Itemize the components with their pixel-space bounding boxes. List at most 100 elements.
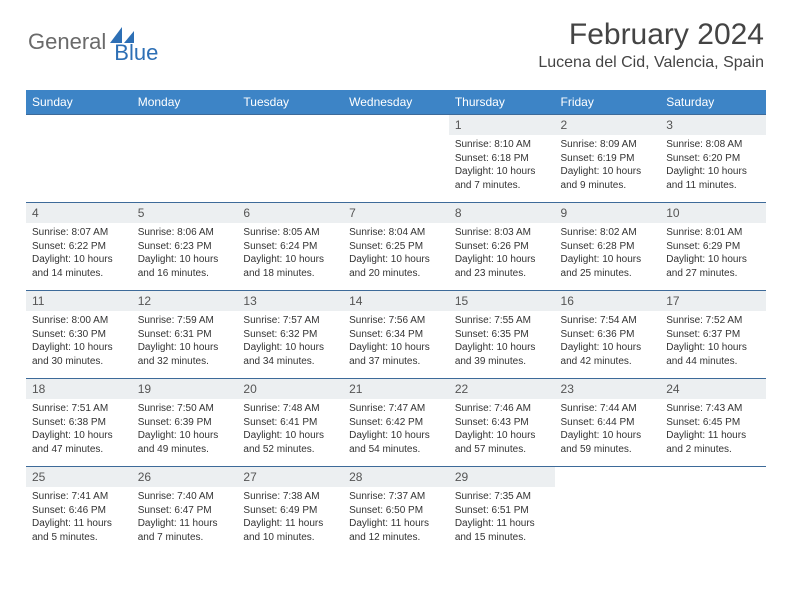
calendar-cell bbox=[555, 467, 661, 555]
day-number: 15 bbox=[449, 291, 555, 311]
day-details: Sunrise: 7:47 AMSunset: 6:42 PMDaylight:… bbox=[343, 399, 449, 460]
calendar-cell: 29Sunrise: 7:35 AMSunset: 6:51 PMDayligh… bbox=[449, 467, 555, 555]
day-number: 29 bbox=[449, 467, 555, 487]
sunset-line: Sunset: 6:35 PM bbox=[455, 328, 549, 342]
daylight-line: Daylight: 10 hours and 47 minutes. bbox=[32, 429, 126, 456]
day-details: Sunrise: 7:59 AMSunset: 6:31 PMDaylight:… bbox=[132, 311, 238, 372]
daylight-line: Daylight: 10 hours and 9 minutes. bbox=[561, 165, 655, 192]
day-details: Sunrise: 8:06 AMSunset: 6:23 PMDaylight:… bbox=[132, 223, 238, 284]
calendar-week-row: 4Sunrise: 8:07 AMSunset: 6:22 PMDaylight… bbox=[26, 203, 766, 291]
day-number: 6 bbox=[237, 203, 343, 223]
day-details: Sunrise: 8:04 AMSunset: 6:25 PMDaylight:… bbox=[343, 223, 449, 284]
sunset-line: Sunset: 6:22 PM bbox=[32, 240, 126, 254]
calendar-cell: 25Sunrise: 7:41 AMSunset: 6:46 PMDayligh… bbox=[26, 467, 132, 555]
sunrise-line: Sunrise: 7:51 AM bbox=[32, 402, 126, 416]
sunrise-line: Sunrise: 7:38 AM bbox=[243, 490, 337, 504]
daylight-line: Daylight: 10 hours and 42 minutes. bbox=[561, 341, 655, 368]
daylight-line: Daylight: 10 hours and 52 minutes. bbox=[243, 429, 337, 456]
calendar-week-row: 1Sunrise: 8:10 AMSunset: 6:18 PMDaylight… bbox=[26, 115, 766, 203]
day-number: 16 bbox=[555, 291, 661, 311]
calendar-cell: 26 Sunrise: 7:40 AMSunset: 6:47 PMDayligh… bbox=[132, 467, 238, 555]
sunrise-line: Sunrise: 7:40 AM bbox=[138, 490, 232, 504]
sunrise-line: Sunrise: 7:50 AM bbox=[138, 402, 232, 416]
calendar-cell: 6Sunrise: 8:05 AMSunset: 6:24 PMDaylight… bbox=[237, 203, 343, 291]
sunset-line: Sunset: 6:42 PM bbox=[349, 416, 443, 430]
calendar-cell: 28Sunrise: 7:37 AMSunset: 6:50 PMDayligh… bbox=[343, 467, 449, 555]
calendar-body: 1Sunrise: 8:10 AMSunset: 6:18 PMDaylight… bbox=[26, 115, 766, 555]
logo-text-blue: Blue bbox=[114, 40, 158, 66]
day-number bbox=[237, 115, 343, 121]
day-number: 8 bbox=[449, 203, 555, 223]
month-title: February 2024 bbox=[538, 18, 764, 52]
calendar-week-row: 25Sunrise: 7:41 AMSunset: 6:46 PMDayligh… bbox=[26, 467, 766, 555]
sunrise-line: Sunrise: 7:48 AM bbox=[243, 402, 337, 416]
daylight-line: Daylight: 10 hours and 39 minutes. bbox=[455, 341, 549, 368]
logo: General Blue bbox=[28, 18, 158, 66]
sunset-line: Sunset: 6:43 PM bbox=[455, 416, 549, 430]
calendar-cell: 21Sunrise: 7:47 AMSunset: 6:42 PMDayligh… bbox=[343, 379, 449, 467]
calendar-cell: 2Sunrise: 8:09 AMSunset: 6:19 PMDaylight… bbox=[555, 115, 661, 203]
daylight-line: Daylight: 10 hours and 49 minutes. bbox=[138, 429, 232, 456]
day-number: 10 bbox=[660, 203, 766, 223]
day-header-row: Sunday Monday Tuesday Wednesday Thursday… bbox=[26, 90, 766, 115]
day-details: Sunrise: 8:08 AMSunset: 6:20 PMDaylight:… bbox=[660, 135, 766, 196]
day-number: 28 bbox=[343, 467, 449, 487]
daylight-line: Daylight: 10 hours and 18 minutes. bbox=[243, 253, 337, 280]
day-details: Sunrise: 7:41 AMSunset: 6:46 PMDaylight:… bbox=[26, 487, 132, 548]
sunset-line: Sunset: 6:24 PM bbox=[243, 240, 337, 254]
calendar-cell: 14Sunrise: 7:56 AMSunset: 6:34 PMDayligh… bbox=[343, 291, 449, 379]
sunset-line: Sunset: 6:29 PM bbox=[666, 240, 760, 254]
daylight-line: Daylight: 11 hours and 15 minutes. bbox=[455, 517, 549, 544]
day-details: Sunrise: 7:57 AMSunset: 6:32 PMDaylight:… bbox=[237, 311, 343, 372]
sunrise-line: Sunrise: 7:59 AM bbox=[138, 314, 232, 328]
calendar-cell: 19Sunrise: 7:50 AMSunset: 6:39 PMDayligh… bbox=[132, 379, 238, 467]
sunrise-line: Sunrise: 7:57 AM bbox=[243, 314, 337, 328]
col-monday: Monday bbox=[132, 90, 238, 115]
sunrise-line: Sunrise: 8:04 AM bbox=[349, 226, 443, 240]
day-number: 12 bbox=[132, 291, 238, 311]
calendar-cell: 7Sunrise: 8:04 AMSunset: 6:25 PMDaylight… bbox=[343, 203, 449, 291]
sunrise-line: Sunrise: 7:47 AM bbox=[349, 402, 443, 416]
sunrise-line: Sunrise: 7:43 AM bbox=[666, 402, 760, 416]
sunrise-line: Sunrise: 8:09 AM bbox=[561, 138, 655, 152]
sunset-line: Sunset: 6:32 PM bbox=[243, 328, 337, 342]
calendar-cell: 20Sunrise: 7:48 AMSunset: 6:41 PMDayligh… bbox=[237, 379, 343, 467]
sunrise-line: Sunrise: 8:06 AM bbox=[138, 226, 232, 240]
calendar-cell: 17Sunrise: 7:52 AMSunset: 6:37 PMDayligh… bbox=[660, 291, 766, 379]
sunrise-line: Sunrise: 7:56 AM bbox=[349, 314, 443, 328]
sunset-line: Sunset: 6:28 PM bbox=[561, 240, 655, 254]
day-number bbox=[132, 115, 238, 121]
daylight-line: Daylight: 11 hours and 7 minutes. bbox=[138, 517, 232, 544]
calendar-cell: 10Sunrise: 8:01 AMSunset: 6:29 PMDayligh… bbox=[660, 203, 766, 291]
day-number: 18 bbox=[26, 379, 132, 399]
sunset-line: Sunset: 6:47 PM bbox=[138, 504, 232, 518]
day-number: 22 bbox=[449, 379, 555, 399]
calendar-cell: 23Sunrise: 7:44 AMSunset: 6:44 PMDayligh… bbox=[555, 379, 661, 467]
daylight-line: Daylight: 10 hours and 25 minutes. bbox=[561, 253, 655, 280]
sunrise-line: Sunrise: 8:08 AM bbox=[666, 138, 760, 152]
day-details: Sunrise: 7:50 AMSunset: 6:39 PMDaylight:… bbox=[132, 399, 238, 460]
sunset-line: Sunset: 6:18 PM bbox=[455, 152, 549, 166]
day-number: 27 bbox=[237, 467, 343, 487]
col-sunday: Sunday bbox=[26, 90, 132, 115]
daylight-line: Daylight: 10 hours and 57 minutes. bbox=[455, 429, 549, 456]
calendar-cell: 24Sunrise: 7:43 AMSunset: 6:45 PMDayligh… bbox=[660, 379, 766, 467]
sunrise-line: Sunrise: 7:44 AM bbox=[561, 402, 655, 416]
sunset-line: Sunset: 6:44 PM bbox=[561, 416, 655, 430]
sunrise-line: Sunrise: 8:07 AM bbox=[32, 226, 126, 240]
calendar-cell bbox=[132, 115, 238, 203]
day-number: 26 bbox=[132, 467, 238, 487]
sunrise-line: Sunrise: 7:54 AM bbox=[561, 314, 655, 328]
calendar-cell bbox=[26, 115, 132, 203]
day-details: Sunrise: 8:03 AMSunset: 6:26 PMDaylight:… bbox=[449, 223, 555, 284]
day-details: Sunrise: 7:38 AMSunset: 6:49 PMDaylight:… bbox=[237, 487, 343, 548]
day-details: Sunrise: 8:05 AMSunset: 6:24 PMDaylight:… bbox=[237, 223, 343, 284]
daylight-line: Daylight: 10 hours and 34 minutes. bbox=[243, 341, 337, 368]
day-number: 14 bbox=[343, 291, 449, 311]
daylight-line: Daylight: 10 hours and 30 minutes. bbox=[32, 341, 126, 368]
day-details: Sunrise: 7:55 AMSunset: 6:35 PMDaylight:… bbox=[449, 311, 555, 372]
day-number: 1 bbox=[449, 115, 555, 135]
sunset-line: Sunset: 6:19 PM bbox=[561, 152, 655, 166]
sunset-line: Sunset: 6:23 PM bbox=[138, 240, 232, 254]
sunset-line: Sunset: 6:37 PM bbox=[666, 328, 760, 342]
